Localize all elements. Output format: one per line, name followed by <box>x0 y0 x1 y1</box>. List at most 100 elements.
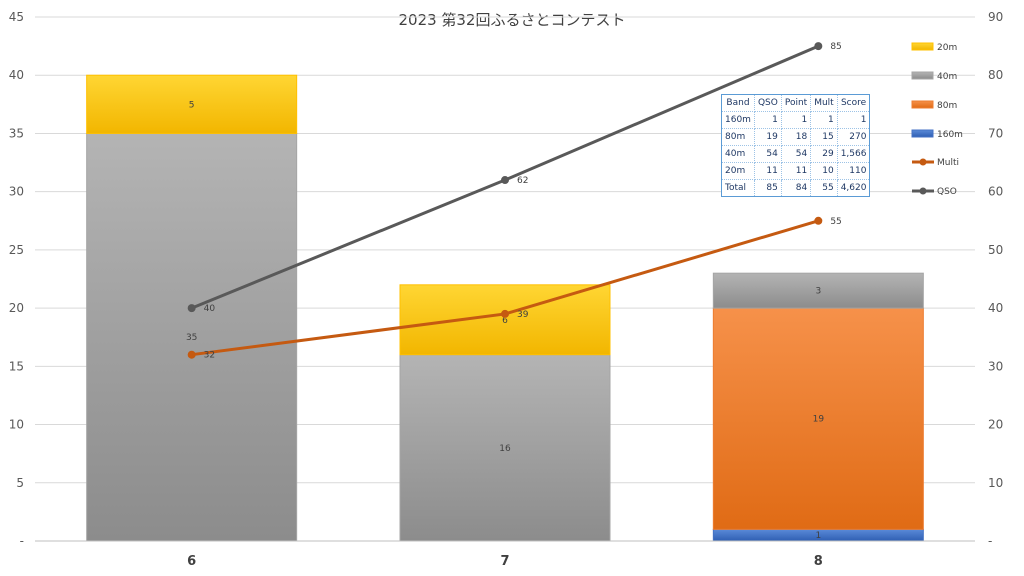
score-table-header: Score <box>836 94 871 112</box>
bar-data-label: 16 <box>499 444 511 454</box>
y2-tick-label: 10 <box>988 476 1003 490</box>
line-point-QSO <box>501 176 509 185</box>
table-cell: 85 <box>753 179 782 197</box>
legend-swatch <box>911 71 934 80</box>
score-table-header: QSO <box>753 94 782 112</box>
y2-tick-label: 60 <box>988 185 1003 199</box>
table-cell: 1,566 <box>836 145 871 163</box>
table-cell: 40m <box>721 145 755 163</box>
y-tick-label: 40 <box>9 68 24 82</box>
table-cell: 1 <box>810 111 838 129</box>
y2-tick-label: 30 <box>988 359 1003 373</box>
lines: 32 39 55 40 62 85 <box>187 42 842 361</box>
table-cell: 15 <box>810 128 838 146</box>
y2-tick-label: 50 <box>988 243 1003 257</box>
table-cell: 84 <box>780 179 812 197</box>
score-table: Band QSO Point Mult Score 160m 1 1 1 1 8… <box>721 94 871 197</box>
table-cell: 54 <box>753 145 782 163</box>
line-data-label: 85 <box>830 42 841 52</box>
bar-segment-20m <box>86 74 298 134</box>
table-cell: 4,620 <box>836 179 871 197</box>
table-cell: 19 <box>753 128 782 146</box>
table-cell: 55 <box>810 179 838 197</box>
bar-data-label: 19 <box>813 415 825 425</box>
table-cell: 110 <box>836 162 871 180</box>
table-cell: 11 <box>753 162 782 180</box>
table-cell: 10 <box>810 162 838 180</box>
table-cell: 1 <box>836 111 871 129</box>
y-tick-label: 35 <box>9 126 24 140</box>
table-cell: 270 <box>836 128 871 146</box>
legend-swatch <box>911 42 934 51</box>
table-row: 80m 19 18 15 270 <box>721 128 871 146</box>
y-tick-label: 25 <box>9 243 24 257</box>
legend: 20m 40m 80m 160m Multi QSO <box>911 42 963 197</box>
legend-label: 160m <box>937 130 963 140</box>
line-point-QSO <box>187 304 196 313</box>
y2-tick-label: 20 <box>988 418 1003 432</box>
legend-label: QSO <box>937 187 957 197</box>
score-table-header: Band <box>721 94 755 112</box>
table-cell: 20m <box>721 162 755 180</box>
legend-label: Multi <box>937 158 959 168</box>
legend-swatch <box>911 129 934 138</box>
y2-tick-label: 80 <box>988 68 1003 82</box>
table-cell: 29 <box>810 145 838 163</box>
table-cell: 1 <box>753 111 782 129</box>
bar-segment-40m <box>399 354 611 542</box>
y-tick-label: 15 <box>9 359 24 373</box>
bar-data-label: 3 <box>815 287 821 297</box>
bar-segment-20m <box>399 284 611 356</box>
bar-data-label: 1 <box>815 531 821 541</box>
table-row: 40m 54 54 29 1,566 <box>721 145 871 163</box>
legend-marker <box>919 158 927 166</box>
table-cell: Total <box>721 179 755 197</box>
bar-data-label: 35 <box>186 333 197 343</box>
table-row: 20m 11 11 10 110 <box>721 162 871 180</box>
line-point-Multi <box>187 350 196 359</box>
score-table-header-row: Band QSO Point Mult Score <box>721 94 871 112</box>
legend-marker <box>919 187 927 195</box>
line-point-Multi <box>814 216 823 225</box>
bar-segment-80m <box>712 307 924 530</box>
bar-data-label: 6 <box>502 316 508 326</box>
legend-label: 80m <box>937 101 957 111</box>
table-cell: 11 <box>780 162 812 180</box>
x-tick-label: 6 <box>187 554 196 569</box>
bar-segment-40m <box>712 272 924 309</box>
x-tick-label: 7 <box>500 554 509 569</box>
y2-tick-label: - <box>988 534 992 548</box>
y-tick-label: 30 <box>9 185 24 199</box>
table-cell: 18 <box>780 128 812 146</box>
legend-swatch <box>911 100 934 109</box>
y2-tick-label: 40 <box>988 301 1003 315</box>
y-tick-label: 45 <box>9 10 24 24</box>
y-tick-label: 20 <box>9 301 24 315</box>
line-data-label: 32 <box>204 351 215 361</box>
bar-data-label: 5 <box>189 100 195 110</box>
line-data-label: 39 <box>517 310 529 320</box>
chart-title: 2023 第32回ふるさとコンテスト <box>398 11 625 29</box>
legend-label: 20m <box>937 43 957 53</box>
line-data-label: 40 <box>204 304 216 314</box>
legend-label: 40m <box>937 72 957 82</box>
y-tick-label: 5 <box>16 476 24 490</box>
table-cell: 54 <box>780 145 812 163</box>
y-tick-label: - <box>20 534 24 548</box>
line-point-QSO <box>814 42 823 51</box>
table-cell: 1 <box>780 111 812 129</box>
line-data-label: 62 <box>517 176 528 186</box>
line-point-Multi <box>501 309 509 318</box>
y2-tick-label: 70 <box>988 126 1003 140</box>
x-tick-label: 8 <box>814 554 823 569</box>
score-table-header: Point <box>780 94 812 112</box>
table-row: Total 85 84 55 4,620 <box>721 179 871 197</box>
line-data-label: 55 <box>830 217 841 227</box>
y-tick-label: 10 <box>9 418 24 432</box>
y2-tick-label: 90 <box>988 10 1003 24</box>
score-table-header: Mult <box>810 94 838 112</box>
